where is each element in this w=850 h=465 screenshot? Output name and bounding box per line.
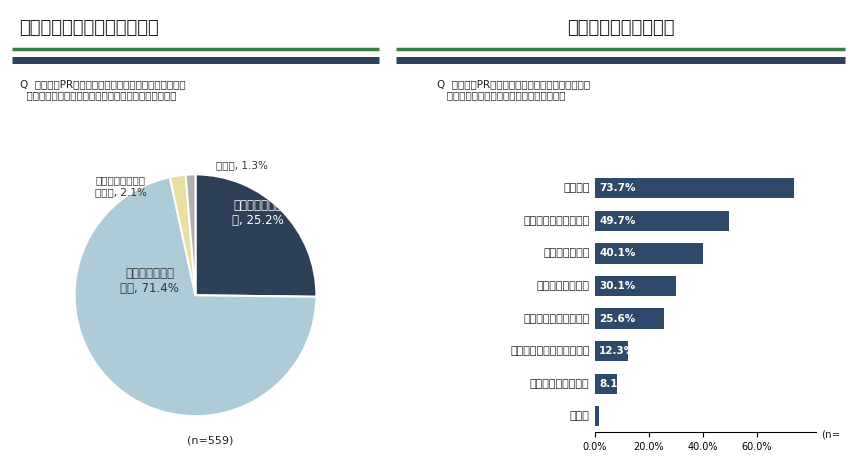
Text: 40.1%: 40.1% [599,248,636,259]
Wedge shape [170,175,196,295]
Text: Q  同封したPR資料を見て、「リモートワークで秋田暮
  らし」のコンセプトが理解できましたか（単回答）。: Q 同封したPR資料を見て、「リモートワークで秋田暮 らし」のコンセプトが理解で… [20,79,185,100]
Text: ある程度理解で
きた, 71.4%: ある程度理解で きた, 71.4% [120,267,179,295]
Bar [595,308,664,329]
Text: 秋田県の取組に対する理解度: 秋田県の取組に対する理解度 [20,19,159,37]
Text: あまり理解できな
かった, 2.1%: あまり理解できな かった, 2.1% [94,176,146,197]
Text: その他: その他 [570,411,590,421]
Text: 8.1%: 8.1% [599,379,628,389]
Wedge shape [185,174,196,295]
Bar [595,276,676,296]
Text: 25.6%: 25.6% [599,313,635,324]
Text: 安全・安心な生活環境: 安全・安心な生活環境 [524,313,590,324]
Text: 「秋田暮らし」の魅力: 「秋田暮らし」の魅力 [567,19,674,37]
Text: 73.7%: 73.7% [599,183,636,193]
Text: 無回答, 1.3%: 無回答, 1.3% [216,159,268,170]
Bar [595,243,703,264]
Text: 30.1%: 30.1% [599,281,635,291]
Text: (n=559): (n=559) [187,435,233,445]
Wedge shape [75,177,316,416]
Bar [595,341,628,361]
Bar [595,211,729,231]
Text: リモートワーク環境: リモートワーク環境 [530,379,590,389]
Text: Q  同封したPR資料を見て、「秋田暮らし」のどこ
   に魅力を感じましたか（３つまで選択）。: Q 同封したPR資料を見て、「秋田暮らし」のどこ に魅力を感じましたか（３つまで… [437,79,590,100]
Bar [595,373,617,394]
Text: 1.3%: 1.3% [599,411,628,421]
Bar [595,178,794,199]
Text: 食、祭り、文化: 食、祭り、文化 [543,248,590,259]
Text: レジャー、アクティビティ: レジャー、アクティビティ [510,346,590,356]
Text: 自然環境: 自然環境 [563,183,590,193]
Text: 49.7%: 49.7% [599,216,636,226]
Text: 教育・子育て環境: 教育・子育て環境 [536,281,590,291]
Text: とても理解でき
た, 25.2%: とても理解でき た, 25.2% [233,199,284,227]
Bar [595,406,598,426]
Text: 12.3%: 12.3% [599,346,635,356]
Wedge shape [196,174,316,297]
Text: 住環境、暮らしやすさ: 住環境、暮らしやすさ [524,216,590,226]
Text: (n=: (n= [821,429,841,439]
